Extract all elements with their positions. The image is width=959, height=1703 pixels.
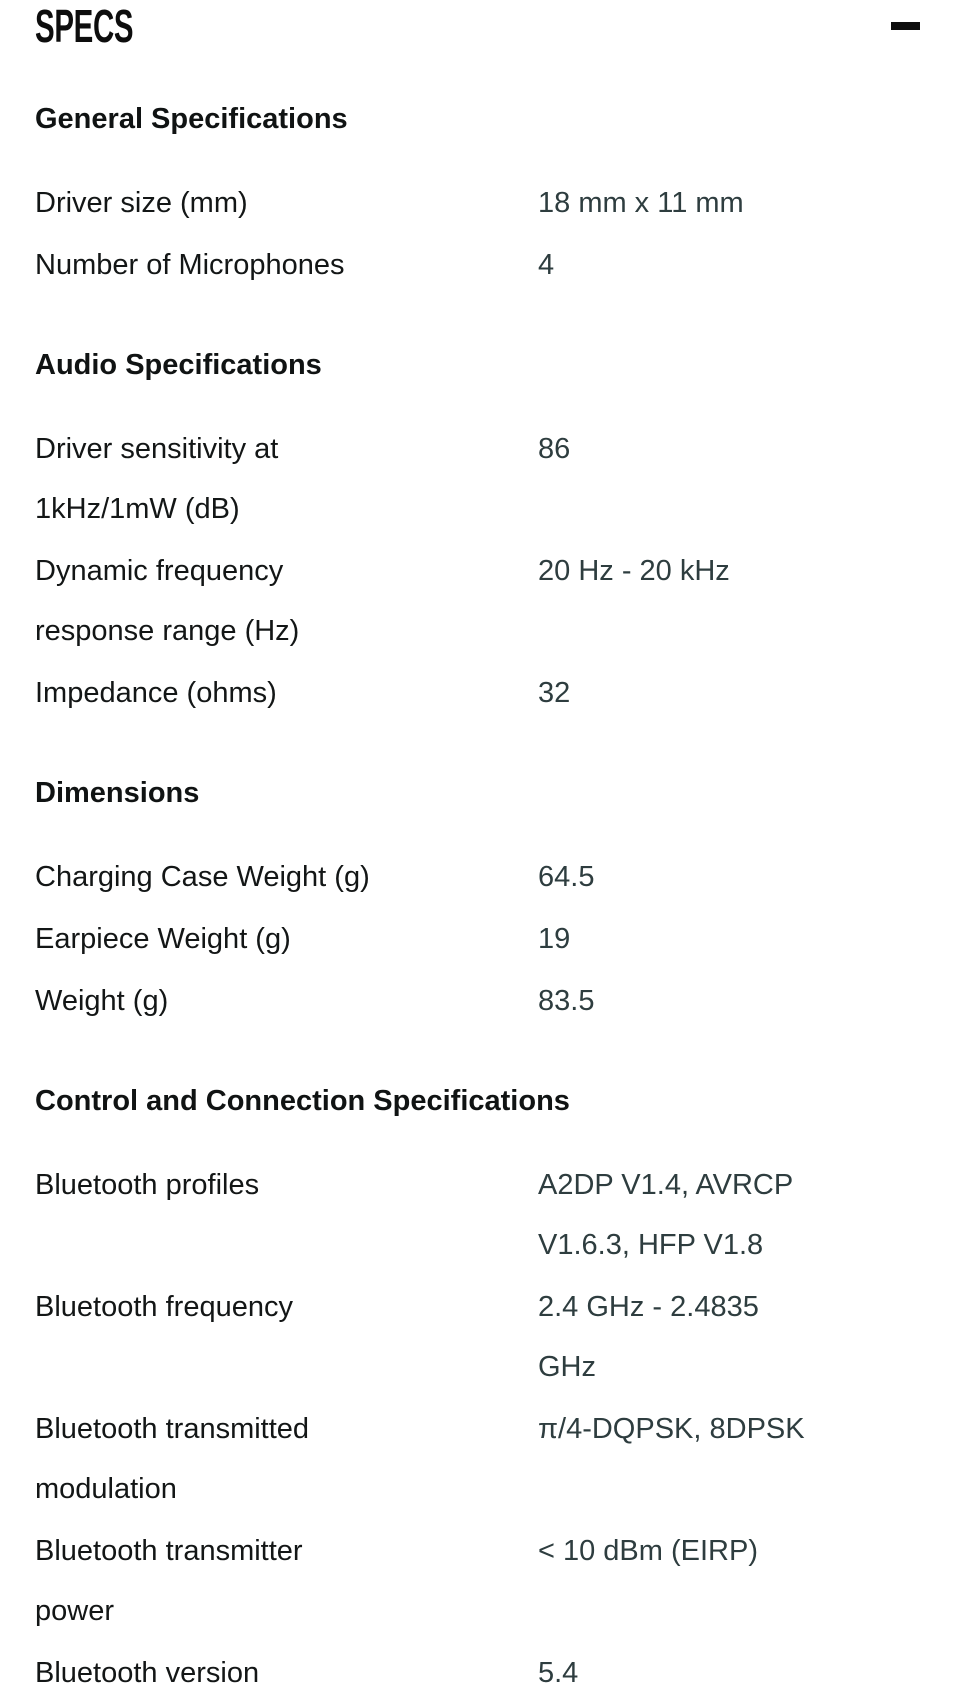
spec-row: Bluetooth frequency 2.4 GHz - 2.4835 GHz [35,1277,920,1397]
spec-label: Bluetooth transmitted modulation [35,1413,310,1505]
spec-label: Impedance (ohms) [35,677,277,709]
spec-row: Charging Case Weight (g) 64.5 [35,847,920,907]
spec-value: 64.5 [538,861,595,893]
specs-panel-title: SPECS [35,0,134,52]
spec-row: Impedance (ohms) 32 [35,663,920,723]
spec-value: < 10 dBm (EIRP) [538,1535,758,1567]
spec-value: 86 [538,433,571,465]
spec-section: General Specifications Driver size (mm) 18… [35,89,920,295]
spec-row: Weight (g) 83.5 [35,971,920,1031]
spec-row: Earpiece Weight (g) 19 [35,909,920,969]
spec-section: Audio Specifications Driver sensitivity a… [35,335,920,723]
spec-value: A2DP V1.4, AVRCP V1.6.3, HFP V1.8 [538,1169,793,1261]
spec-label: Driver sensitivity at 1kHz/1mW (dB) [35,433,279,525]
spec-row: Bluetooth version 5.4 [35,1643,920,1703]
spec-label: Number of Microphones [35,249,345,281]
spec-section: Dimensions Charging Case Weight (g) 64.5 Ea… [35,763,920,1031]
spec-row: Bluetooth transmitter power < 10 dBm (EIR… [35,1521,920,1641]
spec-row: Number of Microphones 4 [35,235,920,295]
spec-value: 20 Hz - 20 kHz [538,555,730,587]
spec-value: 32 [538,677,571,709]
spec-value: 2.4 GHz - 2.4835 GHz [538,1291,759,1383]
spec-label: Driver size (mm) [35,187,248,219]
spec-label: Bluetooth frequency [35,1291,293,1323]
spec-label: Charging Case Weight (g) [35,861,370,893]
spec-label: Bluetooth version [35,1657,260,1689]
collapse-minus-icon[interactable] [891,22,920,30]
spec-row: Dynamic frequency response range (Hz) 20 … [35,541,920,661]
spec-value: 5.4 [538,1657,579,1689]
spec-label: Weight (g) [35,985,169,1017]
section-title: Dimensions [35,777,200,809]
spec-label: Earpiece Weight (g) [35,923,291,955]
section-title: Control and Connection Specifications [35,1085,570,1117]
spec-label: Bluetooth profiles [35,1169,260,1201]
section-title: Audio Specifications [35,349,322,381]
spec-label: Bluetooth transmitter power [35,1535,303,1627]
spec-value: π/4-DQPSK, 8DPSK [538,1413,805,1445]
spec-row: Bluetooth profiles A2DP V1.4, AVRCP V1.6.… [35,1155,920,1275]
section-title: General Specifications [35,103,348,135]
spec-row: Bluetooth transmitted modulation π/4-DQPS… [35,1399,920,1519]
spec-value: 4 [538,249,555,281]
spec-label: Dynamic frequency response range (Hz) [35,555,300,647]
spec-value: 18 mm x 11 mm [538,187,744,219]
spec-value: 19 [538,923,571,955]
spec-section: Control and Connection Specifications Blu… [35,1071,920,1703]
spec-row: Driver size (mm) 18 mm x 11 mm [35,173,920,233]
spec-row: Driver sensitivity at 1kHz/1mW (dB) 86 [35,419,920,539]
specs-accordion-header[interactable]: SPECS [35,3,920,49]
spec-sections-container: General Specifications Driver size (mm) 18… [35,89,920,1703]
spec-value: 83.5 [538,985,595,1017]
